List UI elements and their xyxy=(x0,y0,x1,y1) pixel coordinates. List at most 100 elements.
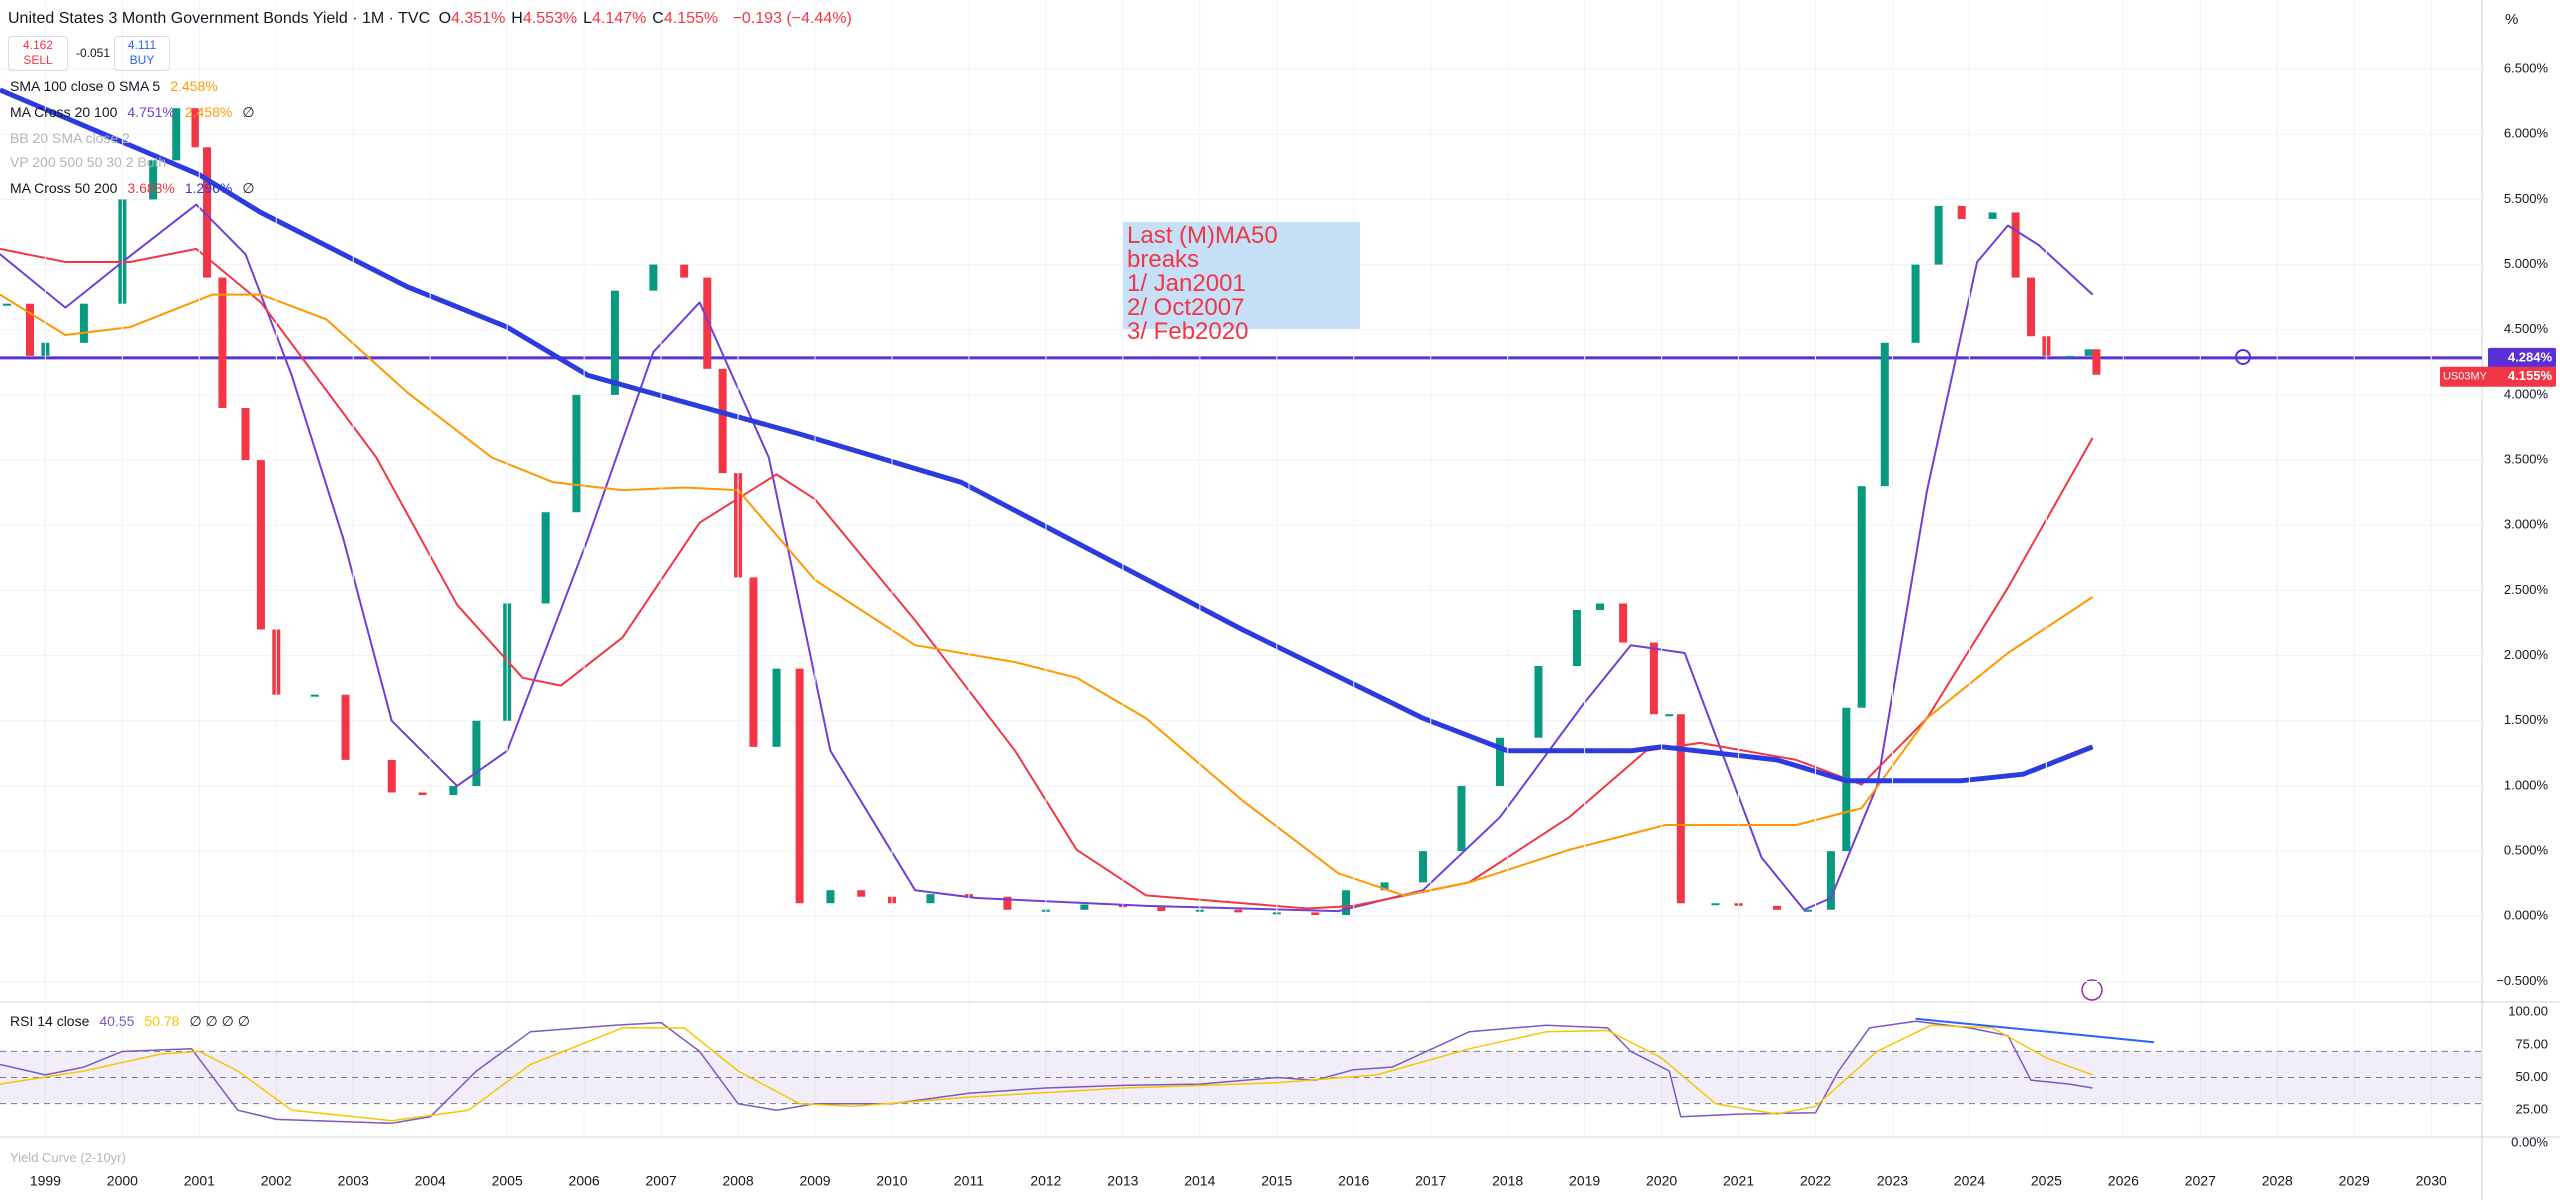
candle xyxy=(680,264,689,278)
x-tick-label: 2022 xyxy=(1800,1173,1831,1189)
candle xyxy=(310,694,319,697)
series-line xyxy=(0,1024,2093,1122)
candle xyxy=(1495,737,1504,786)
candle xyxy=(472,720,481,786)
axis-unit: % xyxy=(2505,11,2518,28)
x-tick-label: 2014 xyxy=(1184,1173,1215,1189)
candle xyxy=(1457,785,1466,852)
x-tick-label: 2016 xyxy=(1338,1173,1369,1189)
candle xyxy=(1572,609,1581,667)
y-tick-label: 0.00% xyxy=(2511,1134,2548,1149)
candle xyxy=(1911,264,1920,343)
ohlc-label: O xyxy=(438,10,452,27)
indicator-value: 2.458% xyxy=(170,78,218,94)
candle xyxy=(203,147,212,278)
x-tick-label: 2029 xyxy=(2339,1173,2370,1189)
y-tick-label: 6.500% xyxy=(2504,61,2549,76)
annotation-line: 2/ Oct2007 xyxy=(1127,294,1245,321)
candle xyxy=(703,277,712,369)
x-tick-label: 2006 xyxy=(569,1173,600,1189)
candle xyxy=(191,108,200,148)
ohlc-value: 4.553% xyxy=(522,10,578,27)
candle xyxy=(2,303,11,306)
annotation-line: Last (M)MA50 breaks xyxy=(1127,222,1278,273)
collapsed-indicator: Yield Curve (2-10yr) xyxy=(10,1150,126,1165)
indicator-label: MA Cross 50 200 xyxy=(10,180,118,196)
candle xyxy=(387,759,396,793)
series-line xyxy=(0,1020,2093,1125)
event-icon[interactable] xyxy=(2081,979,2103,1001)
x-tick-label: 2004 xyxy=(415,1173,446,1189)
ohlc-value: 4.155% xyxy=(663,10,719,27)
y-tick-label: 1.500% xyxy=(2504,712,2549,727)
series-line xyxy=(0,87,2094,784)
price-tag xyxy=(2488,347,2556,368)
candle xyxy=(1596,603,1605,610)
sell-button[interactable]: 4.162 SELL xyxy=(8,36,68,71)
rsi-value: 50.78 xyxy=(144,1013,180,1029)
x-tick-label: 2019 xyxy=(1569,1173,1600,1189)
x-tick-label: 2012 xyxy=(1030,1173,1061,1189)
candle xyxy=(1957,205,1966,219)
candle xyxy=(795,668,804,904)
candle xyxy=(218,277,227,408)
candle xyxy=(1380,882,1389,891)
ohlc: O4.351% H4.553% L4.147% C4.155% xyxy=(439,10,725,27)
y-tick-label: −0.500% xyxy=(2496,973,2548,988)
candle xyxy=(1826,851,1835,910)
candle xyxy=(926,894,935,904)
indicator-row: BB 20 SMA close 2 xyxy=(10,130,130,146)
x-tick-label: 2011 xyxy=(954,1173,984,1189)
change: −0.193 (−4.44%) xyxy=(732,10,852,27)
candle xyxy=(1934,205,1943,265)
buy-button[interactable]: 4.111 BUY xyxy=(114,36,170,71)
symbol-title: United States 3 Month Government Bonds Y… xyxy=(8,10,431,27)
y-tick-label: 0.500% xyxy=(2504,843,2549,858)
ohlc-label: L xyxy=(583,10,593,27)
x-tick-label: 2003 xyxy=(338,1173,369,1189)
ohlc-value: 4.147% xyxy=(592,10,647,27)
candle xyxy=(2084,349,2093,356)
candle xyxy=(1857,486,1866,708)
candle xyxy=(2092,349,2101,375)
y-tick-label: 2.000% xyxy=(2504,647,2549,662)
x-tick-label: 2015 xyxy=(1261,1173,1292,1189)
candle xyxy=(256,460,265,630)
spread: -0.051 xyxy=(76,46,111,60)
candle xyxy=(826,890,835,904)
y-tick-label: 6.000% xyxy=(2504,126,2549,141)
candle xyxy=(2027,277,2036,337)
candle xyxy=(1619,603,1628,643)
y-tick-label: 5.000% xyxy=(2504,256,2549,271)
x-tick-label: 1999 xyxy=(30,1173,61,1189)
candle xyxy=(1649,642,1658,715)
candle xyxy=(749,577,758,747)
sell-price: 4.162 xyxy=(22,38,54,52)
x-tick-label: 2030 xyxy=(2416,1173,2447,1189)
ohlc-label: C xyxy=(652,10,664,27)
x-tick-label: 2008 xyxy=(722,1173,753,1189)
x-tick-label: 2028 xyxy=(2262,1173,2293,1189)
candle xyxy=(1534,666,1543,738)
candle xyxy=(772,668,781,747)
candle xyxy=(241,407,250,461)
candle xyxy=(1080,904,1089,910)
rsi-legend: RSI 14 close 40.55 50.78 ∅ ∅ ∅ ∅ xyxy=(10,1013,250,1030)
symbol-header: United States 3 Month Government Bonds Y… xyxy=(8,10,856,28)
x-tick-label: 2021 xyxy=(1723,1173,1754,1189)
indicator-row: SMA 100 close 0 SMA 5 2.458% xyxy=(10,78,218,94)
sell-label: SELL xyxy=(23,53,53,67)
price-tag-label: 4.155% xyxy=(2508,368,2553,383)
y-tick-label: 75.00 xyxy=(2515,1036,2548,1051)
series-line xyxy=(0,293,2094,897)
candle xyxy=(1803,909,1812,912)
candle xyxy=(1880,342,1889,487)
rsi-value: 40.55 xyxy=(99,1013,135,1029)
indicator-value: 4.751% xyxy=(127,104,175,120)
candle xyxy=(341,694,350,760)
candle xyxy=(1711,903,1720,906)
x-tick-label: 2023 xyxy=(1877,1173,1908,1189)
annotation-line: 1/ Jan2001 xyxy=(1127,270,1246,297)
ohlc-value: 4.351% xyxy=(451,10,506,27)
